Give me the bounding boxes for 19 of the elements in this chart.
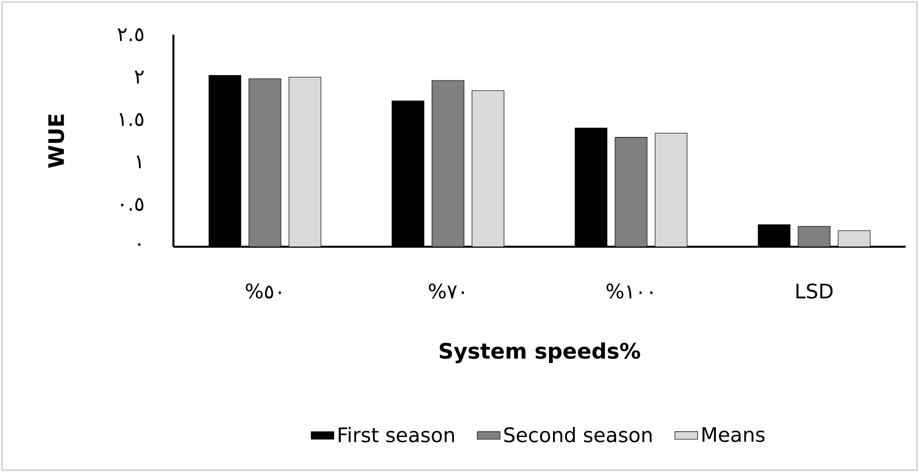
x-tick-label: %١٠٠ [606, 283, 652, 299]
y-tick-label: ٢ [134, 70, 144, 84]
y-tick-label: ٠ [138, 243, 140, 246]
y-tick-label: ٠.٥ [121, 198, 144, 211]
bar [288, 76, 322, 247]
x-axis-title: System speeds% [440, 342, 640, 364]
bar [472, 90, 504, 247]
bar [654, 132, 688, 247]
bar [838, 230, 870, 247]
y-tick-label: ١.٥ [120, 112, 144, 126]
legend-label: First season [338, 426, 454, 442]
y-axis-title: WUE [48, 114, 64, 168]
x-tick-label: LSD [796, 283, 833, 299]
y-tick-label: ٢.٥ [118, 28, 144, 42]
x-tick-label: %٥٠ [246, 283, 281, 299]
legend-label: Second season [504, 426, 652, 442]
x-tick-label: %٧٠ [428, 283, 464, 299]
y-tick-label: ١ [136, 156, 141, 168]
legend-label: Means [702, 427, 765, 442]
